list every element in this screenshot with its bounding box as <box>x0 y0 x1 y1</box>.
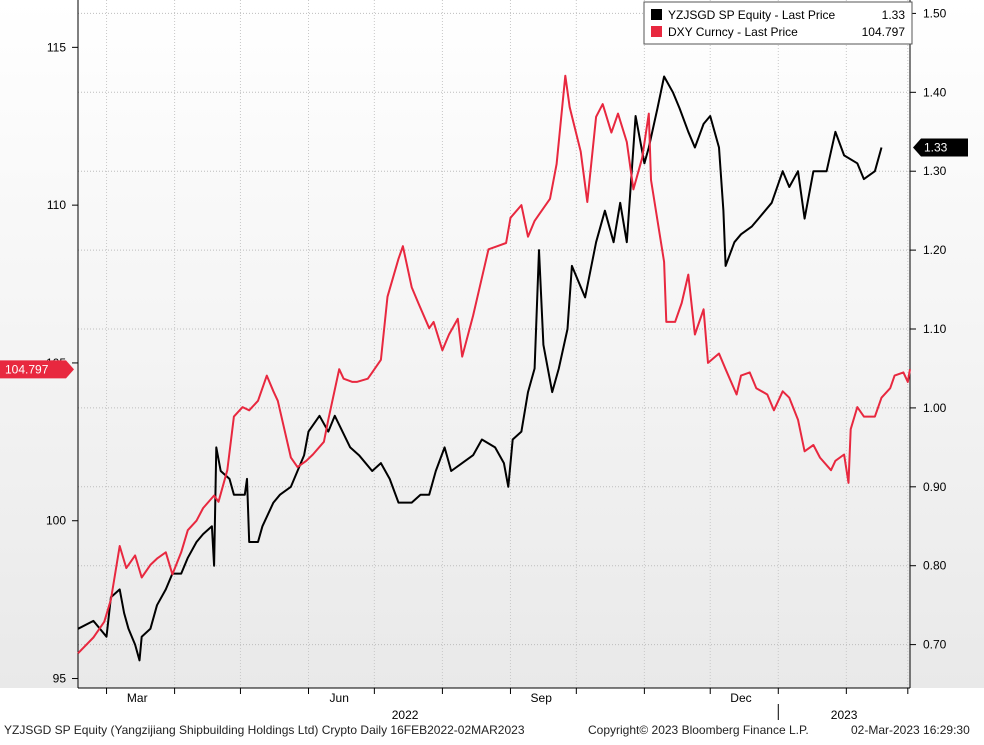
right-axis-tick-label: 1.40 <box>923 85 947 99</box>
legend-entry-value: 1.33 <box>882 8 906 22</box>
right-axis-tick-label: 1.30 <box>923 164 947 178</box>
left-axis-tick-label: 95 <box>53 672 67 686</box>
left-axis-tick-label: 100 <box>46 514 66 528</box>
x-axis-month-label: Mar <box>127 691 148 705</box>
legend: YZJSGD SP Equity - Last Price 1.33 DXY Cur… <box>643 1 913 45</box>
x-axis-year-label: 2022 <box>392 708 419 722</box>
left-axis-tick-label: 115 <box>47 40 66 54</box>
legend-entry-label: YZJSGD SP Equity - Last Price <box>668 8 835 22</box>
x-axis-month-label: Dec <box>730 691 751 705</box>
legend-swatch <box>651 9 662 20</box>
legend-swatch <box>651 26 662 37</box>
right-axis-tick-label: 1.10 <box>923 322 947 336</box>
right-axis-tick-label: 0.70 <box>923 638 947 652</box>
right-axis-tick-label: 1.00 <box>923 401 947 415</box>
last-value-tag-left-text: 104.797 <box>5 362 49 376</box>
last-value-tag-left <box>0 360 74 379</box>
right-axis-tick-label: 0.80 <box>923 559 947 573</box>
right-axis-tick-label: 0.90 <box>923 480 947 494</box>
series-line <box>77 75 883 662</box>
legend-entry-label: DXY Curncy - Last Price <box>668 25 798 39</box>
chart-footer: YZJSGD SP Equity (Yangzijiang Shipbuildi… <box>0 720 984 740</box>
footer-copyright: Copyright© 2023 Bloomberg Finance L.P. <box>588 723 809 737</box>
right-axis-tick-label: 1.50 <box>923 6 947 20</box>
last-value-tag-right <box>913 138 968 157</box>
legend-box <box>643 1 913 45</box>
plot-background <box>0 0 984 688</box>
right-axis-tick-label: 1.20 <box>923 243 947 257</box>
footer-timestamp: 02-Mar-2023 16:29:30 <box>851 723 970 737</box>
legend-entry-value: 104.797 <box>862 25 906 39</box>
x-axis-month-label: Jun <box>330 691 349 705</box>
x-axis-year-label: 2023 <box>831 708 858 722</box>
series-line <box>77 74 911 654</box>
left-axis-tick-label: 110 <box>47 198 66 212</box>
x-axis-month-label: Sep <box>531 691 553 705</box>
footer-description: YZJSGD SP Equity (Yangzijiang Shipbuildi… <box>4 723 525 737</box>
last-value-tag-right-text: 1.33 <box>924 141 948 155</box>
